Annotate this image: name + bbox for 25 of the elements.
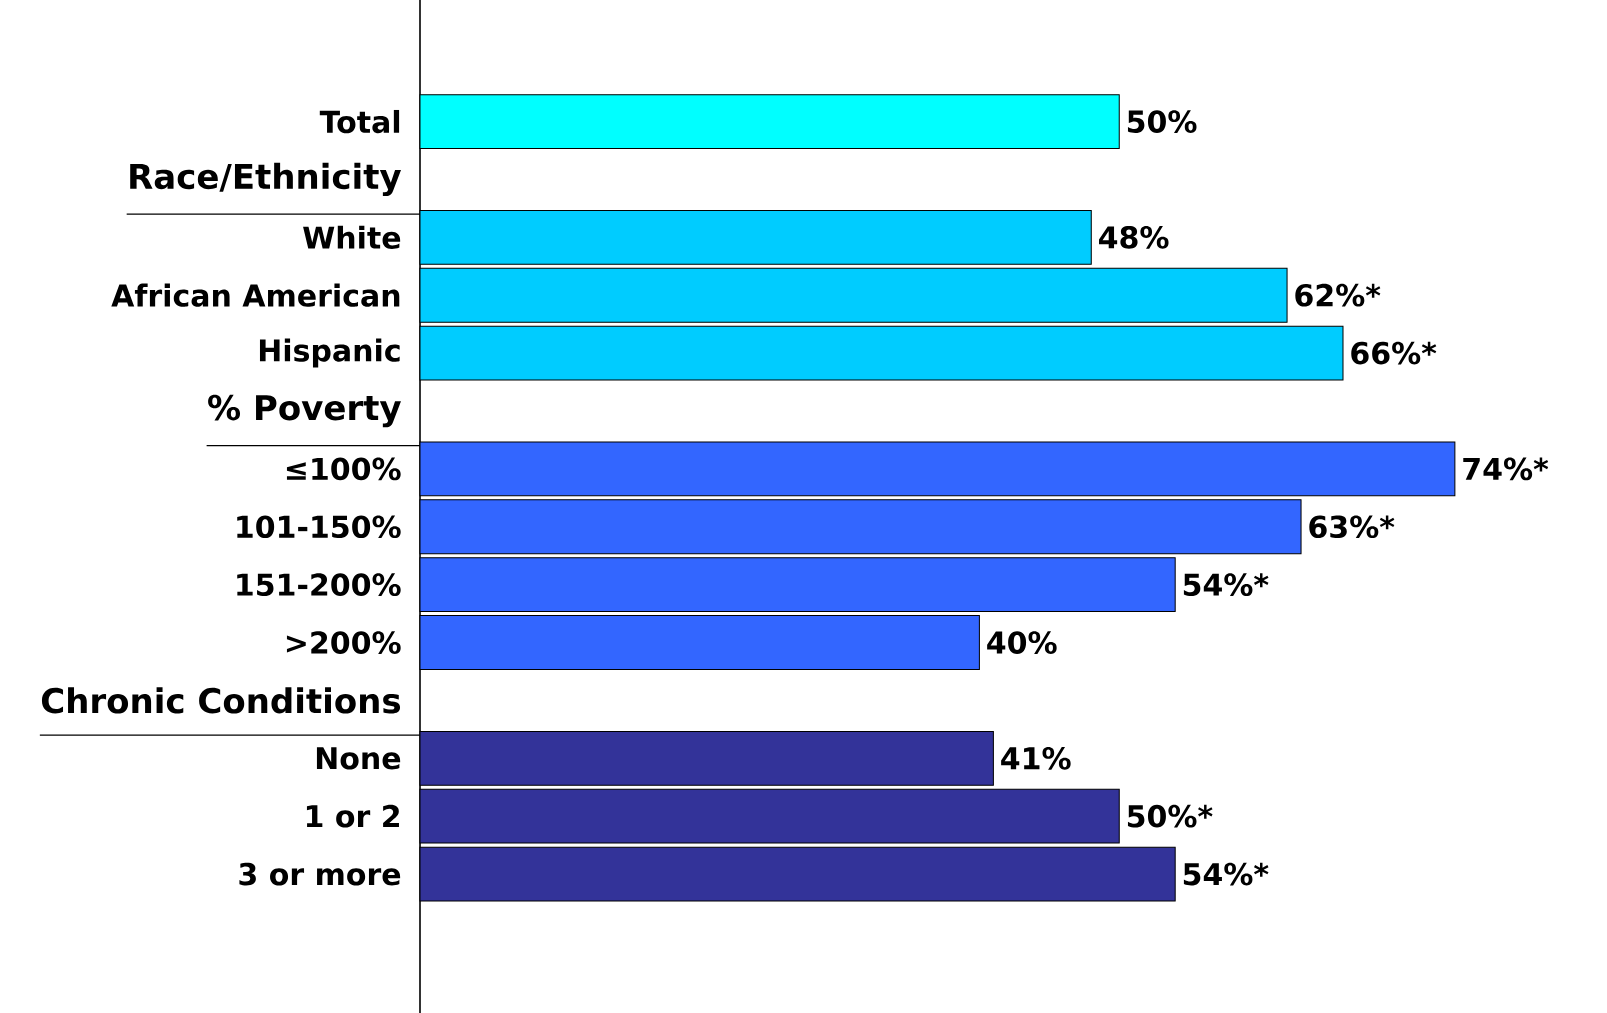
y-tick-label: Chronic Conditions bbox=[41, 687, 401, 714]
data-label: 66%* bbox=[1351, 341, 1437, 365]
y-tick-label: Race/Ethnicity bbox=[130, 162, 402, 197]
data-label: 63%* bbox=[1309, 515, 1395, 539]
y-tick-label: African American bbox=[111, 283, 400, 307]
data-label: 62%* bbox=[1295, 283, 1381, 307]
y-tick-label: None bbox=[316, 747, 401, 770]
data-label: 48% bbox=[1099, 225, 1169, 249]
y-tick-label: >200% bbox=[286, 631, 401, 654]
data-label: 54%* bbox=[1183, 862, 1269, 886]
y-tick-label: Total bbox=[319, 109, 400, 134]
data-label: 41% bbox=[1001, 746, 1071, 770]
y-tick-label: ≤100% bbox=[286, 457, 401, 481]
y-tick-label: 3 or more bbox=[239, 862, 401, 886]
y-tick-label: Hispanic bbox=[259, 338, 400, 368]
y-tick-label: 1 or 2 bbox=[306, 804, 399, 828]
data-label: 50% bbox=[1127, 110, 1197, 133]
data-label: 40% bbox=[987, 631, 1057, 654]
data-label: 74%* bbox=[1463, 457, 1549, 481]
y-tick-label: White bbox=[303, 225, 401, 249]
y-tick-label: 151-200% bbox=[237, 573, 401, 596]
y-tick-label: 101-150% bbox=[237, 515, 401, 539]
data-label: 54%* bbox=[1183, 573, 1269, 596]
y-tick-label: % Poverty bbox=[208, 394, 401, 428]
data-label: 50%* bbox=[1127, 804, 1213, 828]
